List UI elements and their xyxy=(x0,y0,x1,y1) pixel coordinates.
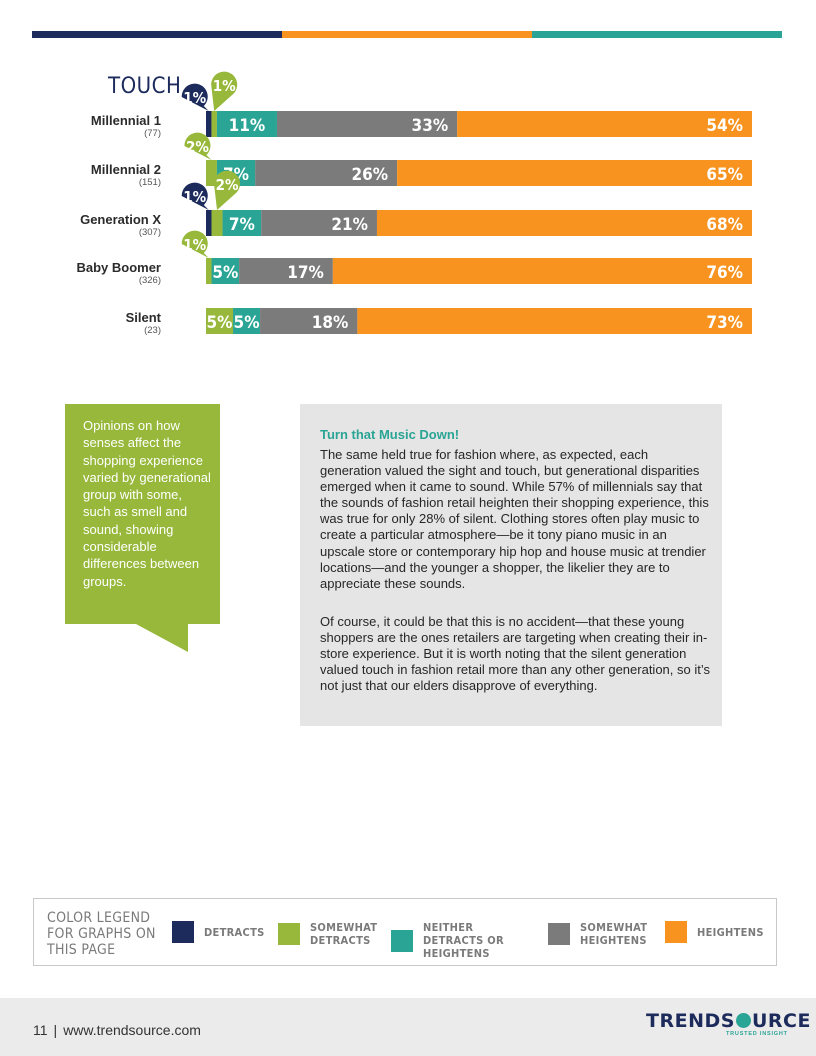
bar-segment xyxy=(233,308,261,334)
data-label: 5% xyxy=(207,313,233,333)
bubble-data-label: 2% xyxy=(186,138,209,156)
bubble-data-label: 1% xyxy=(213,77,236,95)
bar-segment xyxy=(397,160,752,186)
legend-swatch xyxy=(172,921,194,943)
data-label: 5% xyxy=(234,313,260,333)
legend-item-detracts: DETRACTS xyxy=(172,921,304,943)
data-label: 68% xyxy=(706,215,743,235)
callout-box: Opinions on how senses affect the shoppi… xyxy=(65,404,220,624)
color-legend: COLOR LEGEND FOR GRAPHS ON THIS PAGE DET… xyxy=(33,898,777,966)
bar-segment xyxy=(332,258,752,284)
trendsource-logo: TRENDS URCE xyxy=(646,1010,811,1032)
bar-segment xyxy=(211,258,240,284)
bar-segment xyxy=(376,210,752,236)
legend-item-somewhat-detracts: SOMEWHAT DETRACTS xyxy=(278,921,380,947)
bar-segment xyxy=(276,111,458,137)
data-label: 5% xyxy=(212,263,238,283)
data-label: 7% xyxy=(229,215,255,235)
legend-title: COLOR LEGEND FOR GRAPHS ON THIS PAGE xyxy=(47,910,156,958)
data-label: 65% xyxy=(706,165,743,185)
bubble-marker xyxy=(181,182,209,210)
category-label: Millennial 2 xyxy=(91,162,161,177)
bubble-data-label: 1% xyxy=(183,236,206,254)
legend-item-neither: NEITHER DETRACTS OR HEIGHTENS xyxy=(391,921,533,960)
data-label: 73% xyxy=(706,313,743,333)
data-label: 21% xyxy=(331,215,368,235)
top-color-bar xyxy=(32,31,782,38)
legend-label: NEITHER DETRACTS OR HEIGHTENS xyxy=(423,921,504,960)
data-label: 26% xyxy=(351,165,388,185)
bubble-marker xyxy=(211,71,238,111)
bar-segment xyxy=(206,308,234,334)
data-label: 33% xyxy=(412,116,449,136)
footer-text: 11 | www.trendsource.com xyxy=(33,1022,201,1038)
logo-text-left: TRENDS xyxy=(646,1010,735,1032)
bubble-data-label: 1% xyxy=(183,89,206,107)
touch-stacked-bar-chart: Millennial 1(77) 1% 1% 11% 33% 54% Millennial … xyxy=(76,71,752,336)
sample-size-label: (23) xyxy=(144,325,161,336)
data-label: 18% xyxy=(312,313,349,333)
article-paragraph-2: Of course, it could be that this is no a… xyxy=(320,614,710,694)
bar-segment xyxy=(206,111,212,137)
logo-tagline: TRUSTED INSIGHT xyxy=(726,1031,788,1037)
category-label: Millennial 1 xyxy=(91,113,161,128)
footer-url-link[interactable]: www.trendsource.com xyxy=(63,1022,201,1038)
bubble-marker xyxy=(181,83,209,111)
sample-size-label: (151) xyxy=(139,177,161,188)
legend-label: HEIGHTENS xyxy=(697,925,764,939)
bar-segment xyxy=(211,111,217,137)
bar-segment xyxy=(222,210,262,236)
bar-segment xyxy=(206,160,217,186)
bar-segment xyxy=(206,210,212,236)
chart-title: TOUCH xyxy=(108,74,182,99)
legend-item-heightens: HEIGHTENS xyxy=(665,921,767,943)
bubble-marker xyxy=(184,132,212,160)
data-label: 76% xyxy=(706,263,743,283)
article-paragraph-1: The same held true for fashion where, as… xyxy=(320,447,709,591)
bubble-marker xyxy=(181,230,209,258)
logo-text-right: URCE xyxy=(751,1010,811,1032)
bubble-marker xyxy=(214,170,241,210)
bar-segment xyxy=(239,258,333,284)
logo-circle-icon xyxy=(735,1013,751,1028)
bar-segment xyxy=(206,258,212,284)
bar-segment xyxy=(211,210,223,236)
data-label: 54% xyxy=(706,116,743,136)
legend-swatch xyxy=(391,929,413,952)
legend-item-somewhat-heightens: SOMEWHAT HEIGHTENS xyxy=(548,921,650,947)
category-label: Generation X xyxy=(80,212,161,227)
callout-tail xyxy=(136,624,188,652)
legend-label: SOMEWHAT DETRACTS xyxy=(310,921,378,947)
top-bar-teal xyxy=(532,31,782,38)
data-label: 11% xyxy=(229,116,266,136)
bar-segment xyxy=(357,308,752,334)
bar-segment xyxy=(260,308,358,334)
top-bar-orange xyxy=(282,31,532,38)
footer: 11 | www.trendsource.com TRENDS URCE TRUSTE… xyxy=(0,998,816,1056)
sample-size-label: (307) xyxy=(139,227,161,238)
category-label: Silent xyxy=(126,310,162,325)
bar-segment xyxy=(261,210,377,236)
legend-label: DETRACTS xyxy=(204,925,265,939)
legend-swatch xyxy=(278,923,300,945)
sample-size-label: (77) xyxy=(144,128,161,139)
page-number: 11 xyxy=(33,1022,48,1038)
bubble-data-label: 2% xyxy=(216,176,239,194)
article-heading: Turn that Music Down! xyxy=(320,427,460,442)
footer-separator: | xyxy=(53,1022,58,1038)
sample-size-label: (326) xyxy=(139,275,161,286)
category-label: Baby Boomer xyxy=(76,260,161,275)
bar-segment xyxy=(255,160,398,186)
legend-swatch xyxy=(665,921,687,943)
bar-segment xyxy=(216,111,277,137)
article-box: Turn that Music Down! The same held true… xyxy=(300,404,722,726)
legend-label: SOMEWHAT HEIGHTENS xyxy=(580,921,648,947)
bar-segment xyxy=(457,111,752,137)
top-bar-navy xyxy=(32,31,282,38)
data-label: 17% xyxy=(287,263,324,283)
bubble-data-label: 1% xyxy=(183,188,206,206)
legend-swatch xyxy=(548,923,570,945)
callout-text: Opinions on how senses affect the shoppi… xyxy=(83,418,211,589)
